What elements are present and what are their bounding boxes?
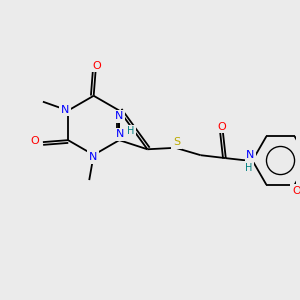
Text: O: O: [92, 61, 101, 71]
Text: H: H: [245, 163, 252, 173]
Text: S: S: [173, 137, 180, 147]
Text: H: H: [128, 126, 135, 136]
Text: N: N: [116, 129, 124, 139]
Text: N: N: [115, 112, 124, 122]
Text: N: N: [88, 152, 97, 162]
Text: N: N: [246, 150, 255, 160]
Text: N: N: [61, 105, 69, 115]
Text: O: O: [292, 186, 300, 196]
Text: O: O: [218, 122, 226, 132]
Text: O: O: [31, 136, 39, 146]
